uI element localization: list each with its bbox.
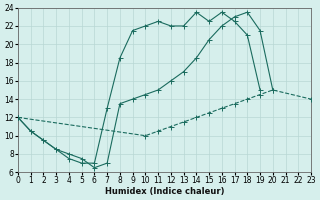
X-axis label: Humidex (Indice chaleur): Humidex (Indice chaleur) — [105, 187, 224, 196]
